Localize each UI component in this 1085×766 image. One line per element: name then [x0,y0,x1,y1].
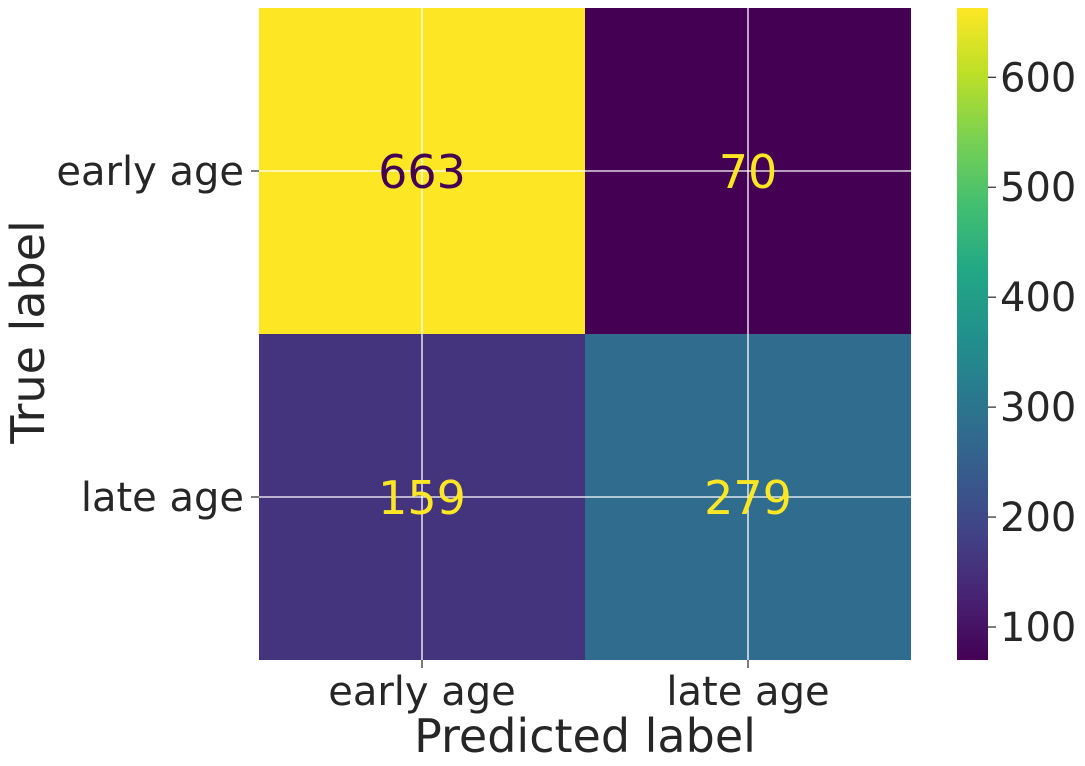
colorbar-tick-label: 300 [1000,385,1076,431]
x-tick-label: early age [328,669,516,715]
x-tick-label: late age [666,669,829,715]
y-axis-ticks: early age late age [56,149,259,521]
cell-value-label: 159 [378,471,466,525]
colorbar-ticks: 100 200 300 400 500 600 [988,55,1076,651]
y-tick-label: late age [81,475,244,521]
grid-lines [259,8,911,660]
colorbar-tick-label: 200 [1000,495,1076,541]
colorbar-tick-label: 600 [1000,55,1076,101]
cell-value-labels: 663 70 159 279 [378,145,792,525]
cell-value-label: 663 [378,145,466,199]
cell-value-label: 70 [719,145,778,199]
colorbar: 100 200 300 400 500 600 [957,8,1076,660]
x-axis-label: Predicted label [414,709,756,763]
heatmap-cells [259,8,911,660]
colorbar-gradient [957,8,988,660]
y-axis-label: True label [1,220,55,445]
y-tick-label: early age [56,149,244,195]
colorbar-tick-label: 500 [1000,165,1076,211]
colorbar-tick-label: 100 [1000,605,1076,651]
x-axis-ticks: early age late age [328,660,830,715]
cell-value-label: 279 [704,471,792,525]
colorbar-tick-label: 400 [1000,275,1076,321]
